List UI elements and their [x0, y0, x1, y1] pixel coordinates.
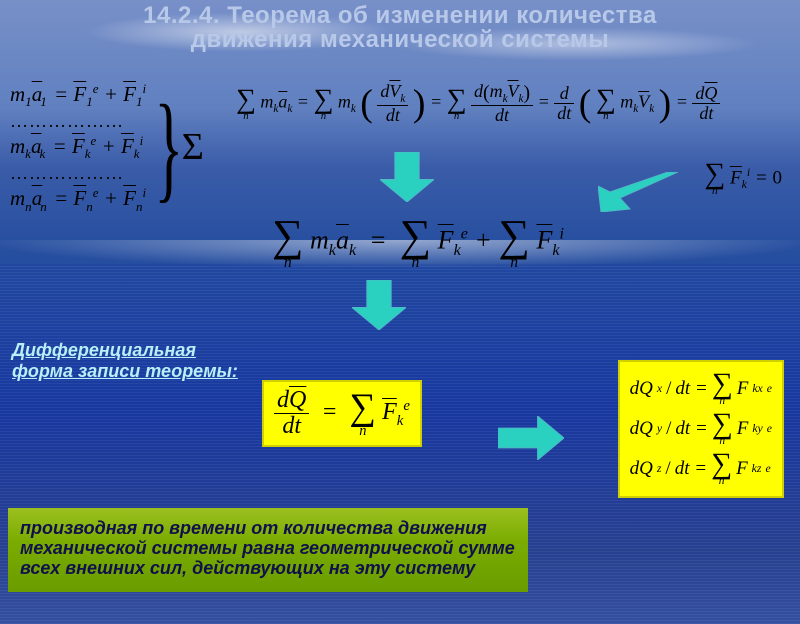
summed-newton-equation: ∑n mkak = ∑n Fke + ∑n Fki [272, 214, 564, 271]
theorem-statement-box: производная по времени от количества дви… [8, 508, 528, 592]
title-line-1: 14.2.4. Теорема об изменении количества [143, 2, 657, 29]
ellipsis-2: ……………… [10, 164, 146, 182]
component-projections-box: dQx/dt = ∑n Fkxe dQy/dt = ∑n Fkye dQz/dt… [618, 360, 784, 498]
component-row-y: dQy/dt = ∑n Fkye [630, 410, 772, 448]
diff-label-l2: форма записи теоремы: [12, 361, 238, 381]
eq-particle-n: mnan = Fne + Fni [10, 186, 146, 212]
newton-per-particle-system: m1a1 = F1e + F1i ……………… mkak = Fke + Fki… [10, 82, 204, 213]
differential-form-box: dQdt = ∑n Fke [262, 380, 422, 447]
component-row-z: dQz/dt = ∑n Fkze [630, 450, 772, 488]
differential-form-label: Дифференциальная форма записи теоремы: [12, 340, 238, 381]
eq-particle-k: mkak = Fke + Fki [10, 134, 146, 160]
title-line-2: движения механической системы [0, 28, 800, 52]
right-brace: } [155, 93, 184, 201]
arrow-center-to-diff [352, 280, 406, 330]
eq-particle-1: m1a1 = F1e + F1i [10, 82, 146, 108]
arrow-diff-to-comp [498, 416, 564, 460]
theorem-statement-text: производная по времени от количества дви… [20, 518, 515, 578]
arrow-zero-to-center [598, 172, 678, 212]
big-sigma: Σ [182, 128, 204, 166]
diff-label-l1: Дифференциальная [12, 340, 196, 360]
arrow-chain-to-center [380, 152, 434, 202]
component-row-x: dQx/dt = ∑n Fkxe [630, 370, 772, 408]
slide-title: 14.2.4. Теорема об изменении количества … [0, 0, 800, 52]
ellipsis-1: ……………… [10, 112, 146, 130]
internal-forces-zero: ∑n Fki = 0 [704, 160, 782, 198]
derivation-chain: ∑n mkak = ∑n mk ( dVkdt ) = ∑n d(mkVk) d… [236, 82, 796, 125]
